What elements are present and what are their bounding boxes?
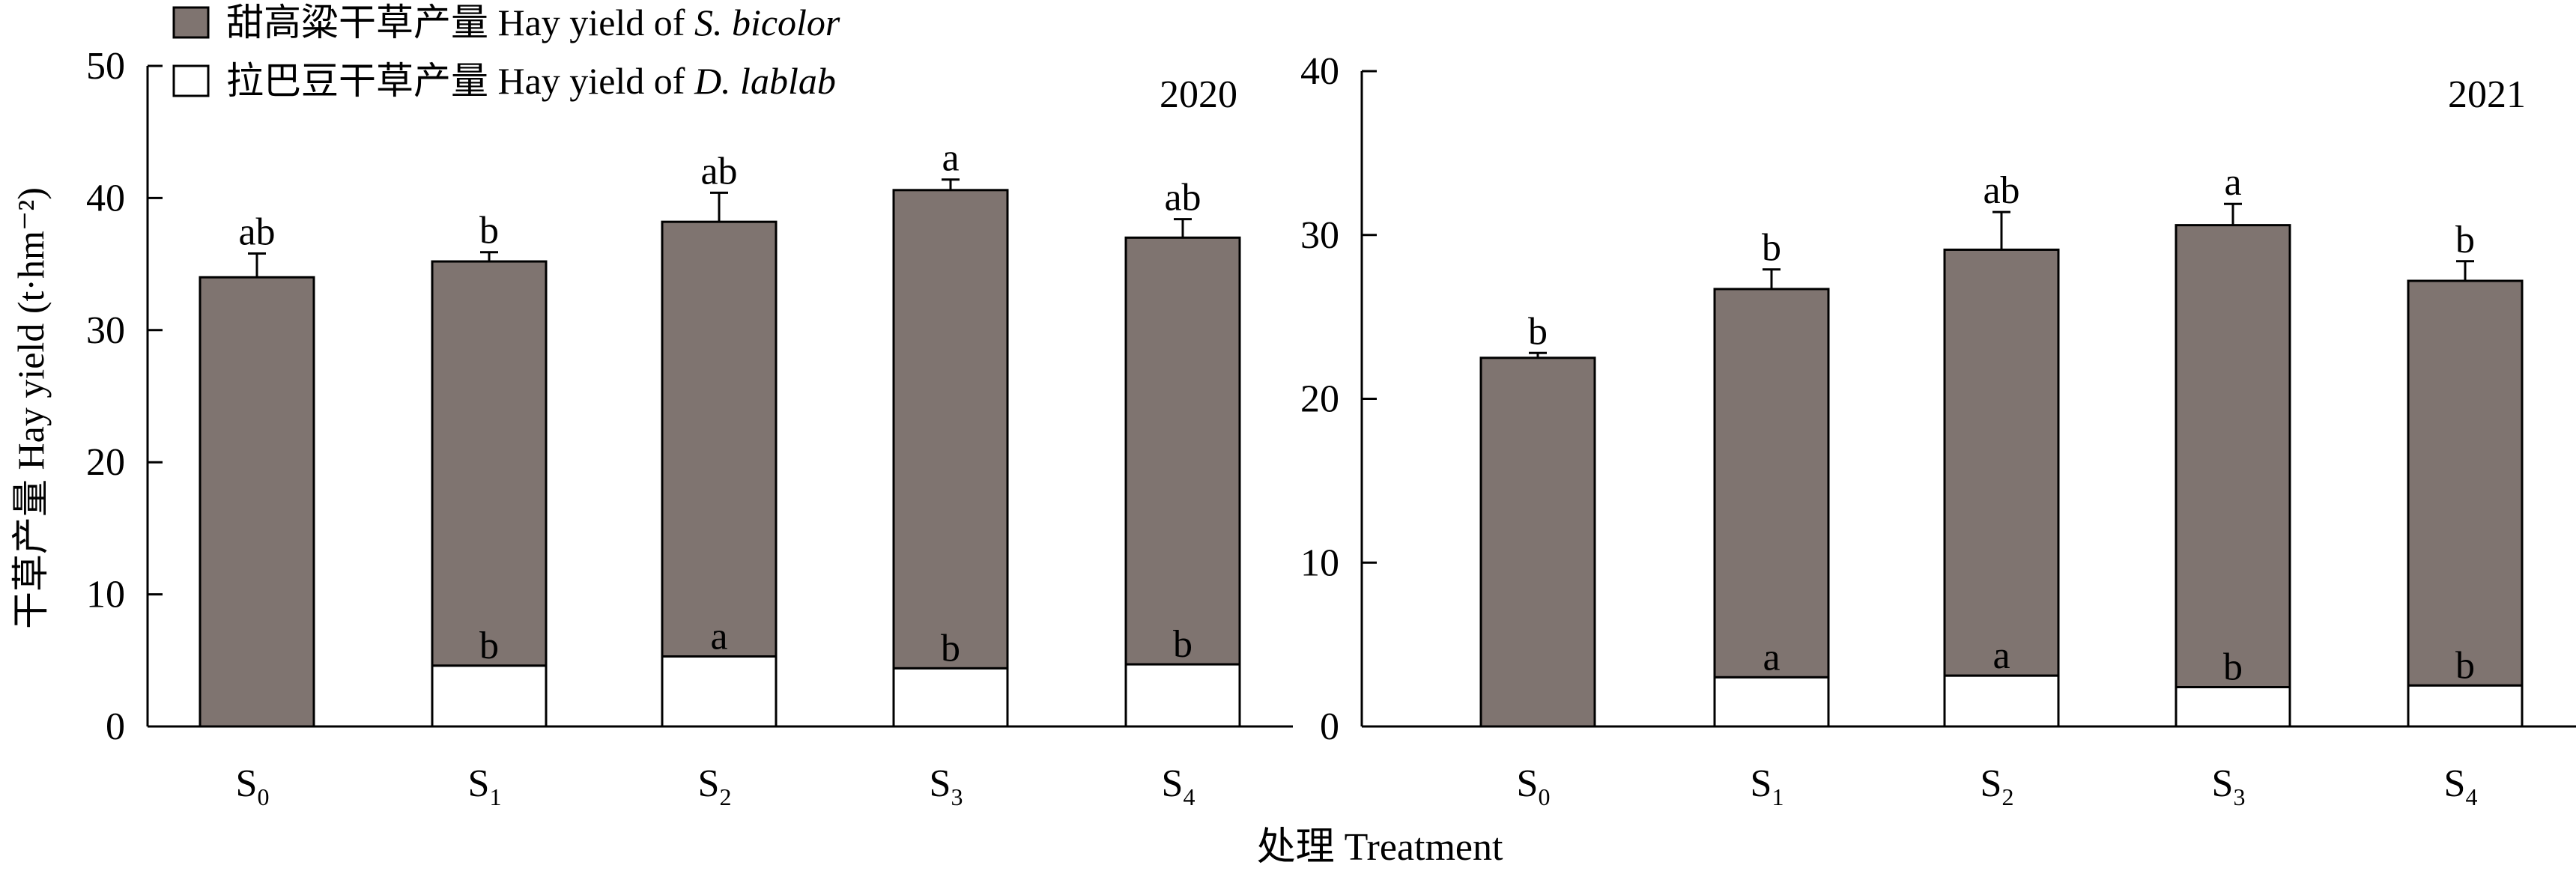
bar-sbicolor-S2: [661, 220, 778, 658]
sig-letter-sbicolor: ab: [238, 210, 275, 253]
sig-letter-dlablab: b: [479, 625, 499, 667]
y-tick-label: 50: [86, 45, 125, 88]
bar-dlablab-S2: [1943, 674, 2060, 728]
legend-swatch: [172, 64, 210, 97]
y-tick-label: 0: [106, 705, 125, 748]
sig-letter-dlablab: a: [710, 616, 727, 658]
bar-sbicolor-S1: [431, 260, 548, 667]
bar-dlablab-S4: [2407, 684, 2524, 728]
x-tick-label: S1: [1751, 762, 1784, 810]
y-tick-label: 10: [86, 574, 125, 616]
sig-letter-dlablab: a: [1763, 636, 1780, 679]
sig-letter-sbicolor: a: [2224, 161, 2241, 204]
bar-dlablab-S3: [892, 667, 1009, 728]
sig-letter-dlablab: b: [2455, 644, 2475, 687]
y-tick-label: 20: [1300, 378, 1339, 421]
sig-letter-sbicolor: ab: [1983, 169, 2019, 212]
x-tick-label: S0: [1517, 762, 1551, 810]
sig-letter-sbicolor: ab: [700, 150, 737, 192]
x-tick-label: S3: [930, 762, 963, 810]
bar-sbicolor-S4: [2407, 279, 2524, 687]
sig-letter-sbicolor: b: [2455, 219, 2475, 261]
x-tick-label: S1: [468, 762, 502, 810]
bar-dlablab-S2: [661, 655, 778, 728]
sig-letter-dlablab: b: [2223, 646, 2243, 689]
x-tick-label: S4: [1162, 762, 1195, 810]
bar-dlablab-S4: [1124, 663, 1241, 728]
y-tick-label: 30: [86, 309, 125, 352]
panel-title: 2021: [2448, 73, 2526, 116]
bar-sbicolor-S2: [1943, 248, 2060, 677]
x-tick-label: S2: [698, 762, 732, 810]
y-tick-label: 20: [86, 441, 125, 484]
y-tick-label: 10: [1300, 541, 1339, 584]
y-tick-label: 40: [1300, 50, 1339, 93]
x-tick-label: S0: [236, 762, 270, 810]
bar-sbicolor-S4: [1124, 236, 1241, 666]
bar-sbicolor-S3: [892, 189, 1009, 670]
y-tick-label: 40: [86, 177, 125, 219]
legend-entry: 甜高粱干草产量 Hay yield of S. bicolor: [226, 1, 840, 43]
sig-letter-sbicolor: ab: [1164, 177, 1201, 219]
legend: 甜高粱干草产量 Hay yield of S. bicolor 拉巴豆干草产量 H…: [172, 1, 840, 102]
legend-swatch: [172, 6, 210, 39]
sig-letter-dlablab: b: [1173, 623, 1192, 666]
sig-letter-sbicolor: b: [1528, 310, 1548, 353]
bar-sbicolor-S0: [1479, 356, 1596, 728]
y-axis-label: 干草产量 Hay yield (t·hm⁻²): [10, 187, 52, 629]
sig-letter-dlablab: a: [1992, 634, 2010, 677]
sig-letter-sbicolor: b: [479, 210, 499, 252]
sig-letter-sbicolor: b: [1762, 227, 1781, 270]
legend-entry: 拉巴豆干草产量 Hay yield of D. lablab: [226, 60, 836, 102]
y-tick-label: 0: [1320, 705, 1339, 748]
y-tick-label: 30: [1300, 214, 1339, 257]
x-axis-label: 处理 Treatment: [1257, 826, 1503, 869]
x-tick-label: S3: [2212, 762, 2246, 810]
bar-sbicolor-S3: [2175, 224, 2291, 688]
sig-letter-sbicolor: a: [942, 137, 959, 180]
bar-dlablab-S3: [2175, 686, 2291, 728]
bar-dlablab-S1: [431, 664, 548, 728]
panel-title: 2020: [1160, 73, 1237, 116]
bar-dlablab-S1: [1713, 676, 1830, 728]
x-tick-label: S2: [1981, 762, 2014, 810]
bar-sbicolor-S1: [1713, 288, 1830, 679]
sig-letter-dlablab: b: [941, 627, 960, 670]
bar-sbicolor-S0: [198, 276, 315, 728]
x-tick-label: S4: [2444, 762, 2478, 810]
